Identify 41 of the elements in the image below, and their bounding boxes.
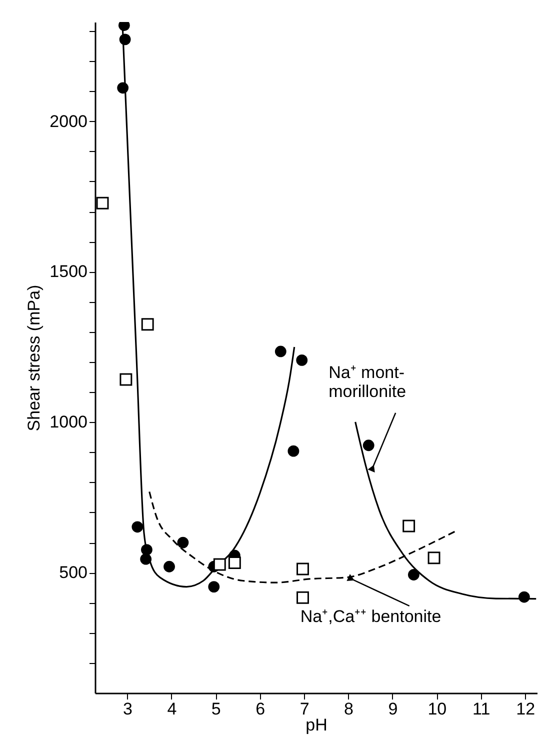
point [296,354,308,366]
point [140,553,152,565]
point [408,569,420,580]
point [120,373,132,386]
point [213,558,226,571]
y-tick-label: 2000 [50,112,88,131]
y-tick-label: 500 [59,563,88,582]
point [428,552,440,564]
point [141,544,152,556]
point [362,440,374,452]
x-tick-label: 6 [256,700,266,718]
x-tick-label: 4 [167,700,177,718]
point [296,591,309,604]
point [141,318,154,331]
x-axis-title: pH [306,716,328,734]
point [402,520,416,532]
point [119,34,131,46]
annotation: Na⁺,Ca⁺⁺ bentonite [300,606,442,626]
x-tick-label: 9 [388,700,398,718]
point [228,556,241,569]
x-tick-label: 10 [428,700,447,718]
point [164,560,175,572]
x-tick-label: 8 [344,700,354,718]
y-tick-label: 1500 [50,262,88,282]
x-tick-label: 12 [516,700,536,718]
annotation: Na⁺ mont- morillonite [328,362,406,401]
x-tick-label: 5 [211,700,221,718]
point [177,536,189,548]
point [96,196,109,210]
point [518,591,530,603]
y-tick-label: 1000 [50,412,88,432]
x-tick-label: 11 [472,700,490,718]
point [208,581,220,592]
point [132,521,144,533]
point [296,562,309,576]
point [117,82,129,94]
x-tick-label: 7 [300,700,310,718]
point [288,445,300,457]
x-tick-label: 3 [123,700,132,718]
y-axis-title: Shear stress (mPa) [24,284,44,432]
point [274,346,286,358]
